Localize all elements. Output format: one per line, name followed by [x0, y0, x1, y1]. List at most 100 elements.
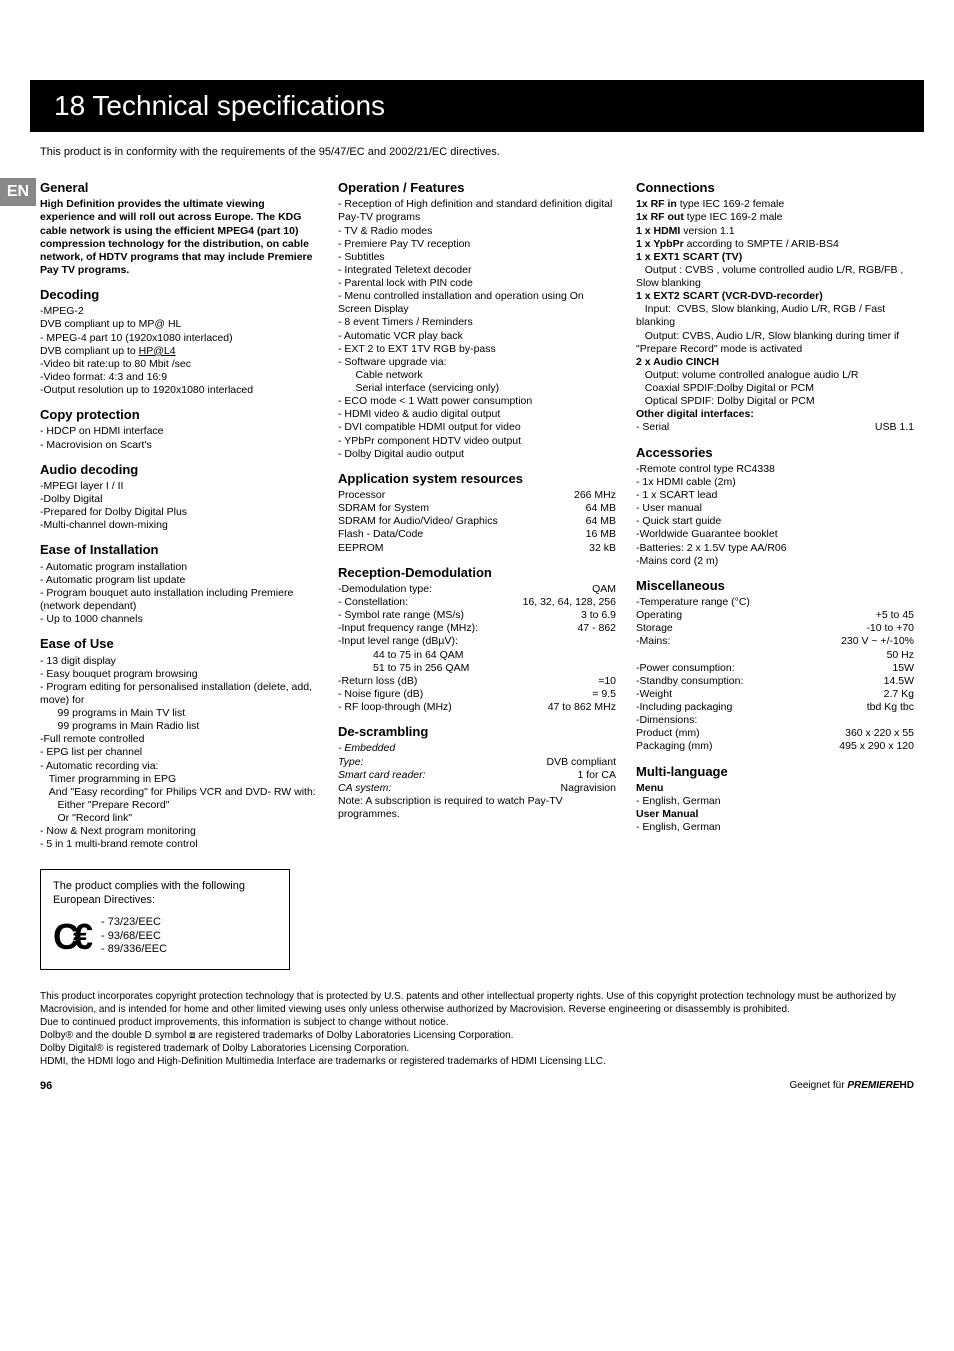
- text-line: - Parental lock with PIN code: [338, 277, 616, 290]
- text-line: - Program editing for personalised insta…: [40, 681, 318, 707]
- text-line: And "Easy recording" for Philips VCR and…: [40, 786, 318, 799]
- conn-line: Output : CVBS , volume controlled audio …: [636, 264, 914, 290]
- spec-row: Product (mm)360 x 220 x 55: [636, 727, 914, 740]
- spec-row: - RF loop-through (MHz)47 to 862 MHz: [338, 701, 616, 714]
- text-line: - Quick start guide: [636, 515, 914, 528]
- operation-heading: Operation / Features: [338, 180, 616, 196]
- multi-line: Menu: [636, 782, 914, 795]
- spec-row: -Weight2.7 Kg: [636, 688, 914, 701]
- text-line: - 13 digit display: [40, 655, 318, 668]
- text-line: - Up to 1000 channels: [40, 613, 318, 626]
- accessories-list: -Remote control type RC4338- 1x HDMI cab…: [636, 463, 914, 568]
- text-line: - Dolby Digital audio output: [338, 448, 616, 461]
- text-line: 51 to 75 in 256 QAM: [338, 662, 616, 675]
- text-line: - 89/336/EEC: [101, 943, 167, 957]
- text-line: Timer programming in EPG: [40, 773, 318, 786]
- conn-line: 1 x EXT2 SCART (VCR-DVD-recorder): [636, 290, 914, 303]
- connections-heading: Connections: [636, 180, 914, 196]
- spec-row: Packaging (mm)495 x 290 x 120: [636, 740, 914, 753]
- misc-heading: Miscellaneous: [636, 578, 914, 594]
- spec-row: -Input frequency range (MHz):47 - 862: [338, 622, 616, 635]
- audio-decoding-heading: Audio decoding: [40, 462, 318, 478]
- text-line: -Video bit rate:up to 80 Mbit /sec: [40, 358, 318, 371]
- text-line: - ECO mode < 1 Watt power consumption: [338, 395, 616, 408]
- column-2: Operation / Features - Reception of High…: [338, 170, 616, 970]
- text-line: DVB compliant up to HP@L4: [40, 345, 318, 358]
- spec-row: - Embedded: [338, 742, 616, 755]
- conn-line: 1x RF out type IEC 169-2 male: [636, 211, 914, 224]
- text-line: - Automatic recording via:: [40, 760, 318, 773]
- ease-use-list: - 13 digit display- Easy bouquet program…: [40, 655, 318, 852]
- multilang-heading: Multi-language: [636, 764, 914, 780]
- text-line: - 93/68/EEC: [101, 930, 167, 944]
- text-line: - DVI compatible HDMI output for video: [338, 421, 616, 434]
- text-line: Cable network: [338, 369, 616, 382]
- text-line: - Menu controlled installation and opera…: [338, 290, 616, 316]
- spec-row: -Dimensions:: [636, 714, 914, 727]
- conn-line: Optical SPDIF: Dolby Digital or PCM: [636, 395, 914, 408]
- spec-row: -Return loss (dB)=10: [338, 675, 616, 688]
- spec-row: Smart card reader:1 for CA: [338, 769, 616, 782]
- spec-row: - SerialUSB 1.1: [636, 421, 914, 434]
- text-line: - Subtitles: [338, 251, 616, 264]
- conn-line: Input: CVBS, Slow blanking, Audio L/R, R…: [636, 303, 914, 329]
- text-line: - Premiere Pay TV reception: [338, 238, 616, 251]
- descrambling-list: - EmbeddedType:DVB compliantSmart card r…: [338, 742, 616, 795]
- text-line: - 73/23/EEC: [101, 916, 167, 930]
- spec-row: EEPROM32 kB: [338, 542, 616, 555]
- text-line: -Remote control type RC4338: [636, 463, 914, 476]
- text-line: - HDCP on HDMI interface: [40, 425, 318, 438]
- multi-line: - English, German: [636, 821, 914, 834]
- text-line: -Mains cord (2 m): [636, 555, 914, 568]
- conn-line: 2 x Audio CINCH: [636, 356, 914, 369]
- legal-paragraph: Dolby® and the double D symbol ⧈ are reg…: [40, 1029, 914, 1042]
- text-line: 99 programs in Main Radio list: [40, 720, 318, 733]
- text-line: - EXT 2 to EXT 1TV RGB by-pass: [338, 343, 616, 356]
- text-line: 99 programs in Main TV list: [40, 707, 318, 720]
- conn-line: 1 x YpbPr according to SMPTE / ARIB-BS4: [636, 238, 914, 251]
- conn-line: Other digital interfaces:: [636, 408, 914, 421]
- accessories-heading: Accessories: [636, 445, 914, 461]
- spec-row: -Demodulation type:QAM: [338, 583, 616, 596]
- conn-line: 1 x EXT1 SCART (TV): [636, 251, 914, 264]
- page: 18 Technical specifications This product…: [0, 0, 954, 1122]
- misc-table: Operating+5 to 45 Storage-10 to +70-Main…: [636, 609, 914, 753]
- multilang-list: Menu- English, GermanUser Manual- Englis…: [636, 782, 914, 835]
- descrambling-note: Note: A subscription is required to watc…: [338, 795, 616, 821]
- spec-row: 50 Hz: [636, 649, 914, 662]
- column-1: General High Definition provides the ult…: [40, 170, 318, 970]
- text-line: -Batteries: 2 x 1.5V type AA/R06: [636, 542, 914, 555]
- audio-decoding-list: -MPEGI layer I / II-Dolby Digital-Prepar…: [40, 480, 318, 533]
- text-line: -Full remote controlled: [40, 733, 318, 746]
- column-3: Connections 1x RF in type IEC 169-2 fema…: [636, 170, 914, 970]
- ease-install-list: - Automatic program installation- Automa…: [40, 561, 318, 627]
- text-line: Or "Record link": [40, 812, 318, 825]
- spec-row: SDRAM for System64 MB: [338, 502, 616, 515]
- text-line: - Automatic program list update: [40, 574, 318, 587]
- spec-row: - Symbol rate range (MS/s)3 to 6.9: [338, 609, 616, 622]
- text-line: -Multi-channel down-mixing: [40, 519, 318, 532]
- text-line: -Input level range (dBµV):: [338, 635, 616, 648]
- spec-row: - Constellation:16, 32, 64, 128, 256: [338, 596, 616, 609]
- spec-row: -Mains:230 V ~ +/-10%: [636, 635, 914, 648]
- legal-paragraph: This product incorporates copyright prot…: [40, 990, 914, 1016]
- connections-list: 1x RF in type IEC 169-2 female1x RF out …: [636, 198, 914, 434]
- text-line: - Software upgrade via:: [338, 356, 616, 369]
- directive-intro: The product complies with the following …: [53, 880, 277, 908]
- text-line: - HDMI video & audio digital output: [338, 408, 616, 421]
- spec-row: -Including packagingtbd Kg tbc: [636, 701, 914, 714]
- text-line: DVB compliant up to MP@ HL: [40, 318, 318, 331]
- descrambling-heading: De-scrambling: [338, 724, 616, 740]
- legal-paragraph: Due to continued product improvements, t…: [40, 1016, 914, 1029]
- ce-mark-icon: C€: [53, 914, 87, 959]
- text-line: -Worldwide Guarantee booklet: [636, 528, 914, 541]
- text-line: - YPbPr component HDTV video output: [338, 435, 616, 448]
- text-line: 44 to 75 in 64 QAM: [338, 649, 616, 662]
- spec-row: CA system:Nagravision: [338, 782, 616, 795]
- appsys-table: Processor266 MHzSDRAM for System64 MBSDR…: [338, 489, 616, 555]
- directive-box: The product complies with the following …: [40, 869, 290, 970]
- text-line: - EPG list per channel: [40, 746, 318, 759]
- spec-row: - Noise figure (dB)= 9.5: [338, 688, 616, 701]
- decoding-heading: Decoding: [40, 287, 318, 303]
- text-line: - Automatic program installation: [40, 561, 318, 574]
